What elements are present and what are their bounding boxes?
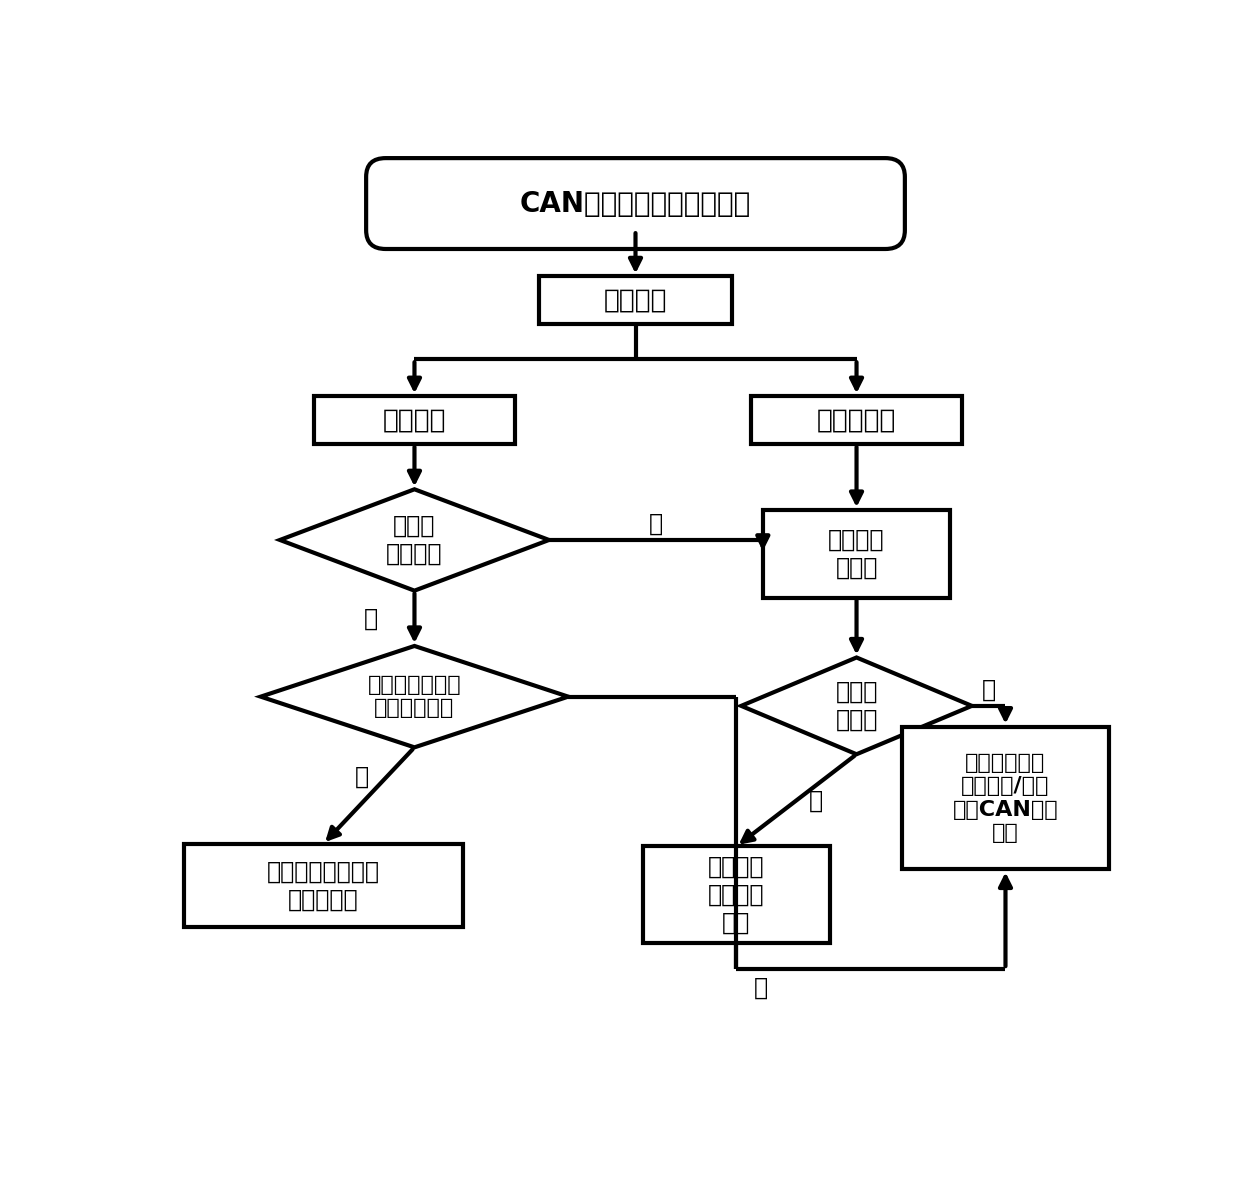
Bar bbox=[903, 727, 1109, 869]
Text: 否: 否 bbox=[982, 678, 996, 701]
Polygon shape bbox=[742, 657, 972, 754]
Text: 是: 是 bbox=[649, 511, 663, 535]
Text: 是: 是 bbox=[754, 976, 768, 999]
Text: 否: 否 bbox=[355, 765, 368, 789]
Text: 节点丢失: 节点丢失 bbox=[383, 407, 446, 433]
Bar bbox=[314, 396, 516, 444]
Text: 依据错误帧节
点的功能/逻辑
进行CAN故障
分析: 依据错误帧节 点的功能/逻辑 进行CAN故障 分析 bbox=[952, 753, 1058, 843]
Text: 出现错误帧: 出现错误帧 bbox=[817, 407, 897, 433]
Polygon shape bbox=[260, 646, 568, 747]
Text: 干扰源和
干扰路径
分析: 干扰源和 干扰路径 分析 bbox=[708, 855, 765, 935]
Bar bbox=[751, 396, 962, 444]
Polygon shape bbox=[280, 490, 549, 590]
Text: 丢失的节点电磁兼
容性能分析: 丢失的节点电磁兼 容性能分析 bbox=[267, 859, 379, 911]
FancyBboxPatch shape bbox=[366, 158, 905, 249]
Text: 电磁干
扰导致: 电磁干 扰导致 bbox=[836, 680, 878, 731]
Bar bbox=[642, 846, 830, 943]
Text: 数据分析: 数据分析 bbox=[604, 287, 667, 314]
Text: 丢失的节点是否
允许停发数据: 丢失的节点是否 允许停发数据 bbox=[367, 675, 461, 718]
Text: CAN数据采集设备数据采集: CAN数据采集设备数据采集 bbox=[520, 189, 751, 218]
Bar bbox=[184, 844, 463, 926]
Text: 否: 否 bbox=[365, 607, 378, 631]
Text: 示波器数
据分析: 示波器数 据分析 bbox=[828, 528, 885, 579]
Bar bbox=[539, 277, 732, 324]
Text: 是: 是 bbox=[810, 789, 823, 813]
Bar bbox=[763, 510, 950, 597]
Text: 错误帧
过多导致: 错误帧 过多导致 bbox=[386, 514, 443, 566]
